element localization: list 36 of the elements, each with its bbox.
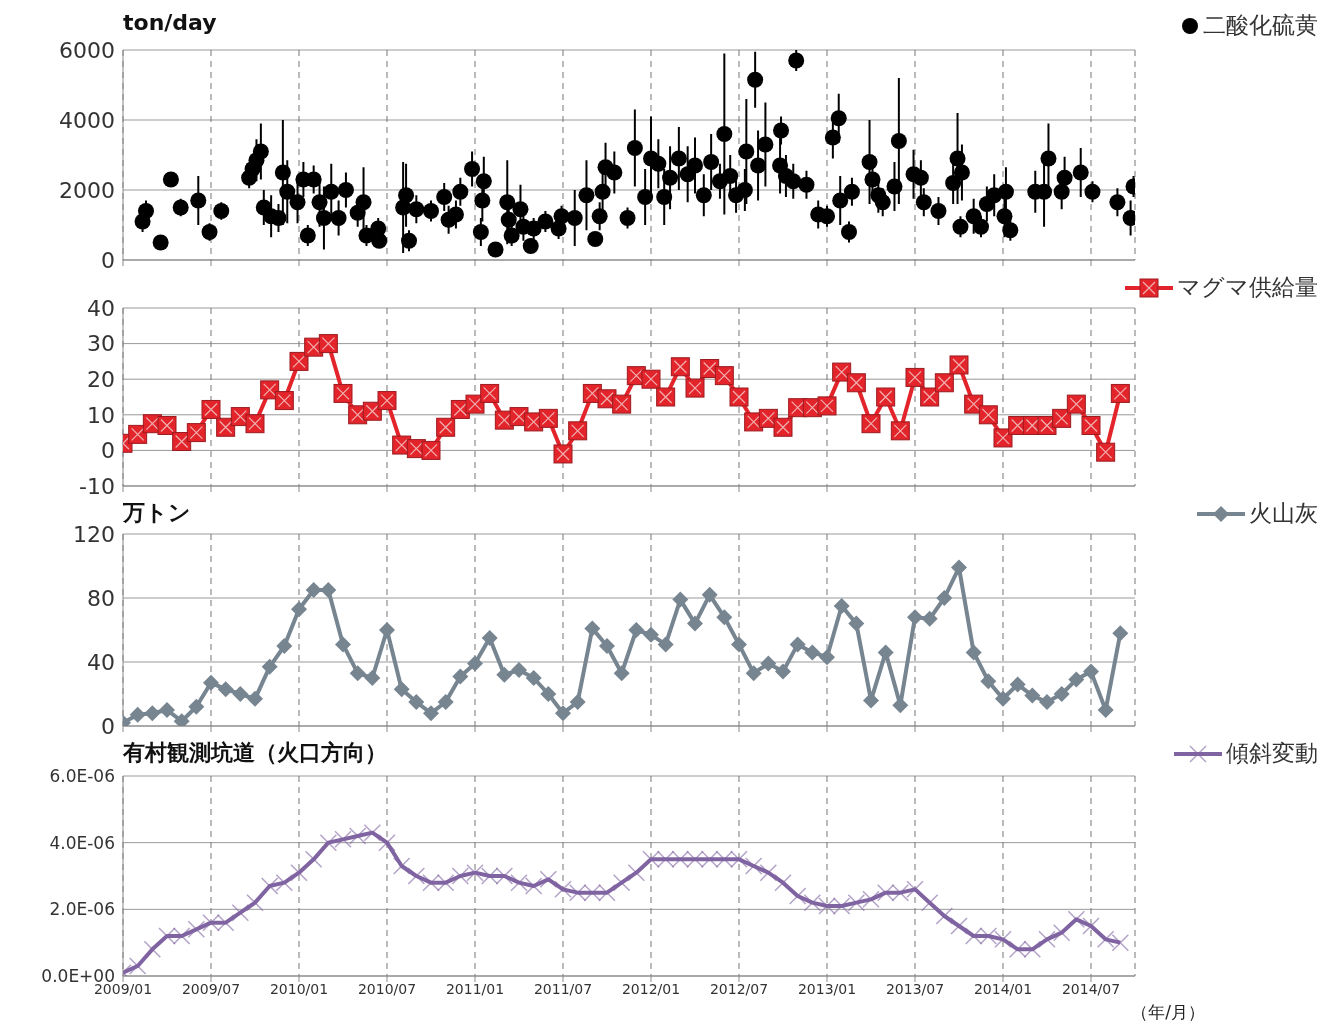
x-tick-label: 2009/07 [181, 980, 241, 997]
x-tick-label: 2011/07 [533, 980, 593, 997]
y-tick-label: 6000 [59, 37, 115, 63]
y-tick-label: 0 [101, 713, 115, 739]
x-tick-label: 2011/01 [445, 980, 505, 997]
y-tick-label: 40 [87, 295, 115, 321]
x-tick-label: 2010/07 [357, 980, 417, 997]
x-tick-label: 2012/01 [621, 980, 681, 997]
y-axis-title: ton/day [123, 10, 217, 35]
y-tick-label: 0 [101, 438, 115, 464]
x-tick-label: 2014/07 [1061, 980, 1121, 997]
legend-label: マグマ供給量 [1177, 273, 1318, 302]
y-tick-label: 10 [87, 402, 115, 428]
x-tick-label: 2014/01 [973, 980, 1033, 997]
x-tick-label: 2013/01 [797, 980, 857, 997]
y-tick-label: 4000 [59, 107, 115, 133]
y-tick-label: -10 [79, 473, 115, 499]
legend-label: 傾斜変動 [1226, 739, 1318, 768]
y-tick-label: 4.0E-06 [49, 832, 115, 853]
legend-label: 二酸化硫黄 [1203, 11, 1318, 40]
y-tick-label: 2.0E-06 [49, 899, 115, 920]
x-tick-label: 2013/07 [885, 980, 945, 997]
y-axis-title: 万トン [123, 500, 191, 525]
y-tick-label: 6.0E-06 [49, 766, 115, 787]
x-tick-label: 2012/07 [709, 980, 769, 997]
x-axis-title: （年/月） [1131, 1001, 1205, 1024]
y-tick-label: 40 [87, 649, 115, 675]
x-tick-label: 2010/01 [269, 980, 329, 997]
y-tick-label: 120 [73, 521, 115, 547]
y-tick-label: 30 [87, 331, 115, 357]
y-tick-label: 20 [87, 367, 115, 393]
legend-label: 火山灰 [1249, 499, 1318, 528]
y-tick-label: 0 [101, 247, 115, 273]
y-tick-label: 2000 [59, 177, 115, 203]
y-tick-label: 80 [87, 585, 115, 611]
chart-title: 有村観測坑道（火口方向） [123, 740, 387, 765]
